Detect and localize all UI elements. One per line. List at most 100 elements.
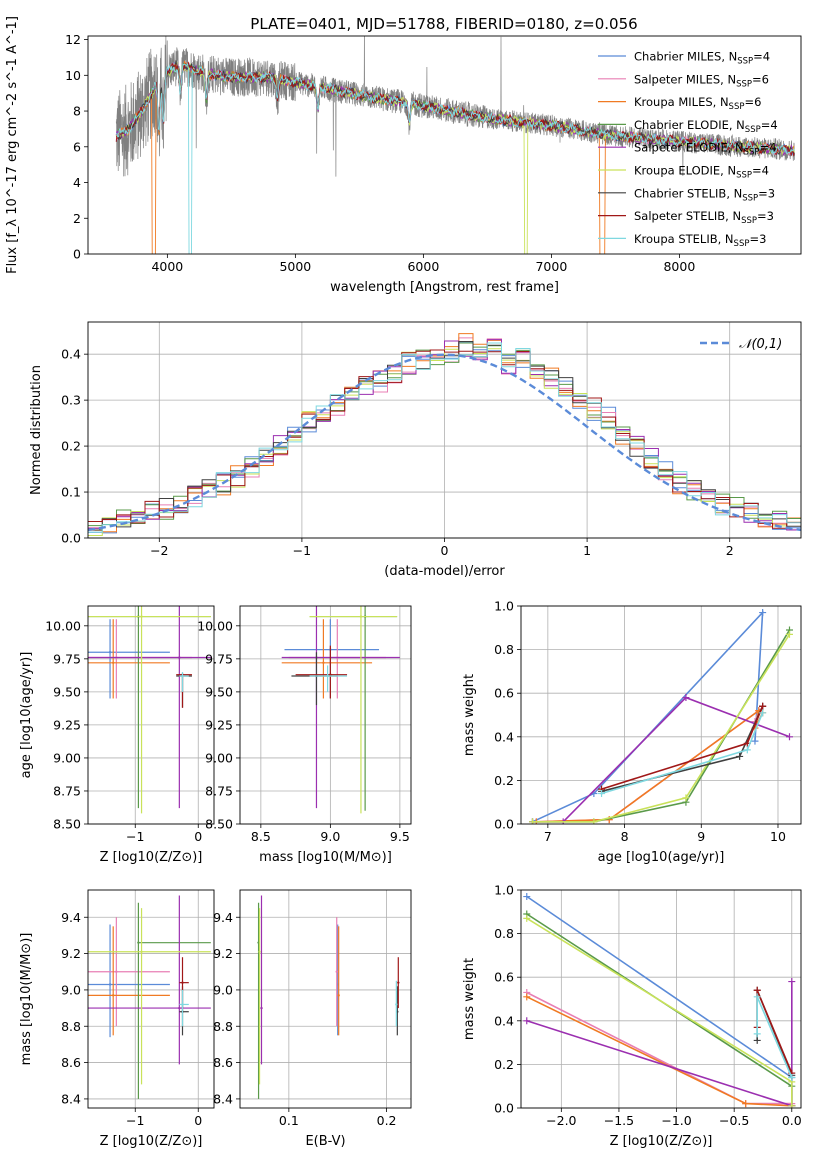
y-tick-label: 0 bbox=[73, 247, 81, 262]
y-tick-label: 0.3 bbox=[61, 393, 81, 408]
plot-area bbox=[88, 333, 801, 536]
plot-area bbox=[88, 606, 211, 814]
y-tick-label: 9.2 bbox=[61, 946, 81, 961]
y-tick-label: 4 bbox=[73, 175, 81, 190]
x-axis-label: wavelength [Angstrom, rest frame] bbox=[330, 280, 559, 295]
plus-marker bbox=[759, 609, 767, 617]
x-tick-label: −2.0 bbox=[546, 1113, 576, 1128]
x-tick-label: −1.5 bbox=[604, 1113, 634, 1128]
y-tick-label: 9.50 bbox=[53, 684, 81, 699]
panel-mass-vs-Z: −1 0 8.4 8.6 8.8 9.0 9.2 9.4 Z [log10(Z/Z⊙)] mass… bbox=[19, 889, 215, 1149]
mass-weight-line bbox=[756, 989, 793, 1074]
plus-marker bbox=[598, 789, 606, 797]
data-point bbox=[137, 941, 140, 944]
data-point bbox=[359, 615, 363, 618]
x-tick-label: 7000 bbox=[535, 259, 567, 274]
y-tick-label: 0.2 bbox=[494, 773, 514, 788]
plot-area bbox=[257, 895, 400, 1099]
y-axis-label: mass weight bbox=[462, 958, 477, 1040]
data-point bbox=[178, 1006, 181, 1010]
y-tick-label: 8.8 bbox=[213, 1019, 233, 1034]
plus-marker bbox=[788, 1102, 796, 1108]
data-point bbox=[181, 674, 184, 678]
data-point bbox=[140, 950, 143, 953]
plus-marker bbox=[753, 986, 761, 994]
y-tick-label: 10.00 bbox=[197, 618, 233, 633]
data-point bbox=[108, 651, 112, 654]
x-tick-label: 0.1 bbox=[279, 1113, 299, 1128]
mass-weight-line bbox=[526, 895, 793, 1106]
y-tick-label: 8.6 bbox=[213, 1055, 233, 1070]
data-point bbox=[260, 1006, 263, 1010]
x-axis-label: E(B-V) bbox=[305, 1134, 345, 1149]
x-axis-label: Z [log10(Z/Z⊙)] bbox=[100, 1134, 203, 1149]
x-tick-label: 4000 bbox=[151, 259, 183, 274]
plus-marker bbox=[523, 1017, 531, 1025]
x-tick-label: 0 bbox=[441, 543, 449, 558]
y-tick-label: 9.75 bbox=[205, 651, 233, 666]
y-tick-label: 8.6 bbox=[61, 1055, 81, 1070]
y-axis-label: mass [log10(M/M⊙)] bbox=[19, 933, 34, 1066]
x-tick-label: −1.0 bbox=[661, 1113, 691, 1128]
y-tick-label: 9.00 bbox=[53, 750, 81, 765]
mass-weight-line bbox=[532, 629, 791, 823]
panel-mass-vs-ebv: 0.1 0.2 8.4 8.6 8.8 9.0 9.2 9.4 E(B-V) bbox=[213, 889, 412, 1149]
x-axis-label: mass [log10(M/M⊙)] bbox=[259, 850, 392, 865]
panel-spectrum: 4000 5000 6000 7000 8000 0 2 4 6 8 10 12 wavelength … bbox=[5, 16, 802, 295]
x-tick-label: 8 bbox=[621, 829, 629, 844]
plus-marker bbox=[736, 752, 744, 760]
x-tick-label: 6000 bbox=[407, 259, 439, 274]
y-tick-label: 8.4 bbox=[61, 1091, 81, 1106]
plot-area bbox=[529, 609, 793, 824]
y-tick-label: 2 bbox=[73, 211, 81, 226]
plus-marker bbox=[682, 794, 690, 802]
y-tick-label: 0.4 bbox=[494, 1013, 514, 1028]
x-tick-label: 9.0 bbox=[320, 829, 340, 844]
x-tick-label: −1 bbox=[126, 829, 144, 844]
panel-residuals: −2 −1 0 1 2 0.0 0.1 0.2 0.3 0.4 (data-model)/error… bbox=[29, 321, 802, 579]
legend-entry: Salpeter STELIB, NSSP=3 bbox=[634, 209, 774, 226]
plus-marker bbox=[523, 914, 531, 922]
plus-marker bbox=[759, 709, 767, 717]
x-tick-label: 8.5 bbox=[251, 829, 271, 844]
data-point bbox=[322, 661, 325, 665]
y-tick-label: 1.0 bbox=[494, 599, 514, 614]
legend-entry: Chabrier STELIB, NSSP=3 bbox=[634, 186, 775, 203]
plus-marker bbox=[523, 893, 531, 901]
y-axis-label: age [log10(age/yr)] bbox=[19, 652, 34, 779]
x-tick-label: −2 bbox=[150, 543, 168, 558]
y-tick-label: 8 bbox=[73, 104, 81, 119]
y-tick-label: 0.4 bbox=[61, 347, 81, 362]
x-tick-label: −1 bbox=[293, 543, 311, 558]
spectrum-legend: Chabrier MILES, NSSP=4 Salpeter MILES, NS… bbox=[598, 50, 778, 249]
plus-marker bbox=[742, 1100, 750, 1108]
y-tick-label: 8.4 bbox=[213, 1091, 233, 1106]
legend-entry: 𝒩(0,1) bbox=[739, 337, 782, 352]
x-tick-label: 1 bbox=[583, 543, 591, 558]
y-axis-label: Flux [f_λ 10^-17 erg cm^-2 s^-1 A^-1] bbox=[5, 16, 20, 274]
x-tick-label: −0.5 bbox=[719, 1113, 749, 1128]
axes-frame bbox=[239, 889, 412, 1109]
x-axis-label: (data-model)/error bbox=[384, 564, 505, 579]
plus-marker bbox=[785, 630, 793, 638]
x-tick-label: 2 bbox=[726, 543, 734, 558]
mass-weight-line bbox=[526, 991, 792, 1105]
mass-weight-line bbox=[601, 705, 764, 793]
figure-title: PLATE=0401, MJD=51788, FIBERID=0180, z=0… bbox=[250, 15, 637, 33]
y-tick-label: 0.0 bbox=[61, 531, 81, 546]
axes-frame bbox=[520, 605, 802, 825]
plus-marker bbox=[682, 694, 690, 702]
x-axis-label: age [log10(age/yr)] bbox=[598, 850, 725, 865]
y-tick-label: 8.75 bbox=[205, 783, 233, 798]
legend-entry: Kroupa STELIB, NSSP=3 bbox=[634, 232, 766, 249]
data-point bbox=[178, 656, 181, 659]
data-point bbox=[181, 981, 184, 984]
data-point bbox=[112, 661, 115, 665]
y-tick-label: 0.4 bbox=[494, 729, 514, 744]
y-tick-label: 1.0 bbox=[494, 883, 514, 898]
plus-marker bbox=[590, 818, 598, 824]
x-tick-label: 0.0 bbox=[782, 1113, 802, 1128]
legend-entry: Kroupa ELODIE, NSSP=4 bbox=[634, 164, 769, 181]
y-tick-label: 0.1 bbox=[61, 485, 81, 500]
data-point bbox=[329, 673, 332, 676]
